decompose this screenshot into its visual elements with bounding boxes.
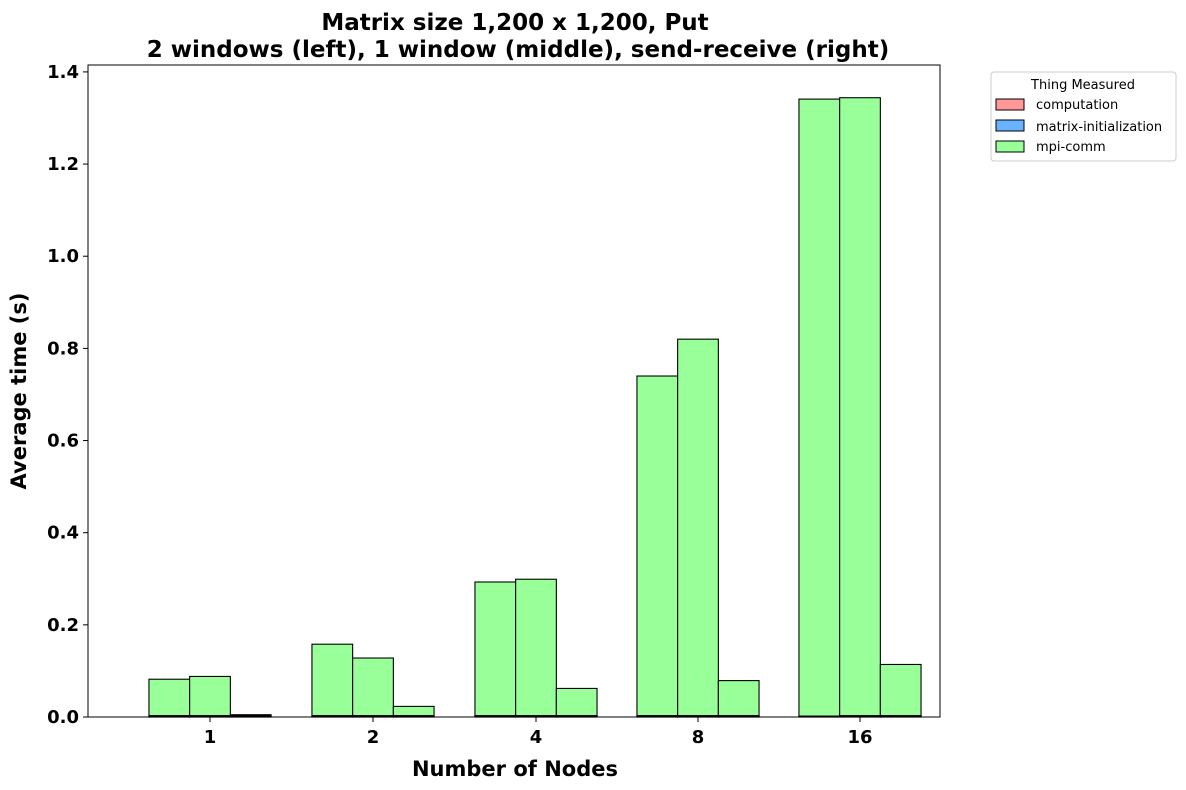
y-axis: 0.0 0.2 0.4 0.6 0.8 1.0 1.2 1.4 bbox=[47, 62, 88, 728]
bar-mpi-comm-nodes-2-send-receive bbox=[392, 705, 435, 717]
legend-label-computation: computation bbox=[1036, 98, 1118, 113]
bar-mpi-comm-nodes-1-send-receive bbox=[229, 714, 272, 717]
y-tick-label: 1.4 bbox=[47, 62, 79, 83]
y-tick-label: 0.8 bbox=[47, 338, 79, 359]
legend-box bbox=[990, 71, 1177, 162]
y-tick-label: 1.2 bbox=[47, 154, 79, 175]
x-tick-label: 16 bbox=[847, 727, 872, 748]
bar-mpi-comm-nodes-16-1-window bbox=[839, 97, 881, 717]
bar-mpi-comm-nodes-1-2-windows bbox=[148, 678, 191, 717]
x-axis-label: Number of Nodes bbox=[412, 757, 618, 781]
bar-mpi-comm-nodes-2-1-window bbox=[352, 657, 394, 717]
bar-mpi-comm-nodes-4-send-receive bbox=[555, 687, 598, 717]
bars-layer bbox=[148, 97, 922, 718]
bar-mpi-comm-nodes-16-2-windows bbox=[798, 98, 841, 717]
x-tick-label: 2 bbox=[367, 727, 380, 748]
bar-mpi-comm-nodes-16-send-receive bbox=[879, 663, 922, 717]
y-tick-label: 1.0 bbox=[47, 246, 79, 267]
bar-mpi-comm-nodes-8-send-receive bbox=[717, 680, 760, 717]
legend-swatch-computation bbox=[995, 98, 1025, 111]
legend-label-mpi-comm: mpi-comm bbox=[1036, 140, 1106, 155]
bar-mpi-comm-nodes-1-1-window bbox=[189, 675, 231, 717]
y-tick-label: 0.2 bbox=[47, 615, 79, 636]
y-tick-label: 0.6 bbox=[47, 431, 79, 452]
x-tick-label: 1 bbox=[204, 727, 217, 748]
legend: Thing Measured computation matrix-initia… bbox=[990, 71, 1177, 162]
legend-swatch-matrix-initialization bbox=[995, 119, 1025, 132]
legend-title: Thing Measured bbox=[1030, 78, 1135, 93]
bar-mpi-comm-nodes-4-1-window bbox=[515, 578, 557, 717]
legend-swatch-mpi-comm bbox=[995, 140, 1025, 153]
y-tick-label: 0.4 bbox=[47, 523, 79, 544]
plot-frame bbox=[87, 64, 941, 718]
chart-title-line-1: Matrix size 1,200 x 1,200, Put bbox=[321, 10, 708, 36]
bar-mpi-comm-nodes-8-1-window bbox=[677, 338, 719, 717]
bar-mpi-comm-nodes-2-2-windows bbox=[311, 643, 354, 717]
y-axis-label: Average time (s) bbox=[7, 293, 31, 490]
x-axis: 1 2 4 8 16 bbox=[204, 717, 873, 748]
bar-mpi-comm-nodes-8-2-windows bbox=[636, 375, 679, 717]
legend-label-matrix-initialization: matrix-initialization bbox=[1036, 120, 1162, 135]
y-tick-label: 0.0 bbox=[47, 707, 79, 728]
chart-title-line-2: 2 windows (left), 1 window (middle), sen… bbox=[147, 37, 889, 63]
bar-mpi-comm-nodes-4-2-windows bbox=[474, 581, 517, 717]
x-tick-label: 8 bbox=[692, 727, 705, 748]
x-tick-label: 4 bbox=[530, 727, 543, 748]
